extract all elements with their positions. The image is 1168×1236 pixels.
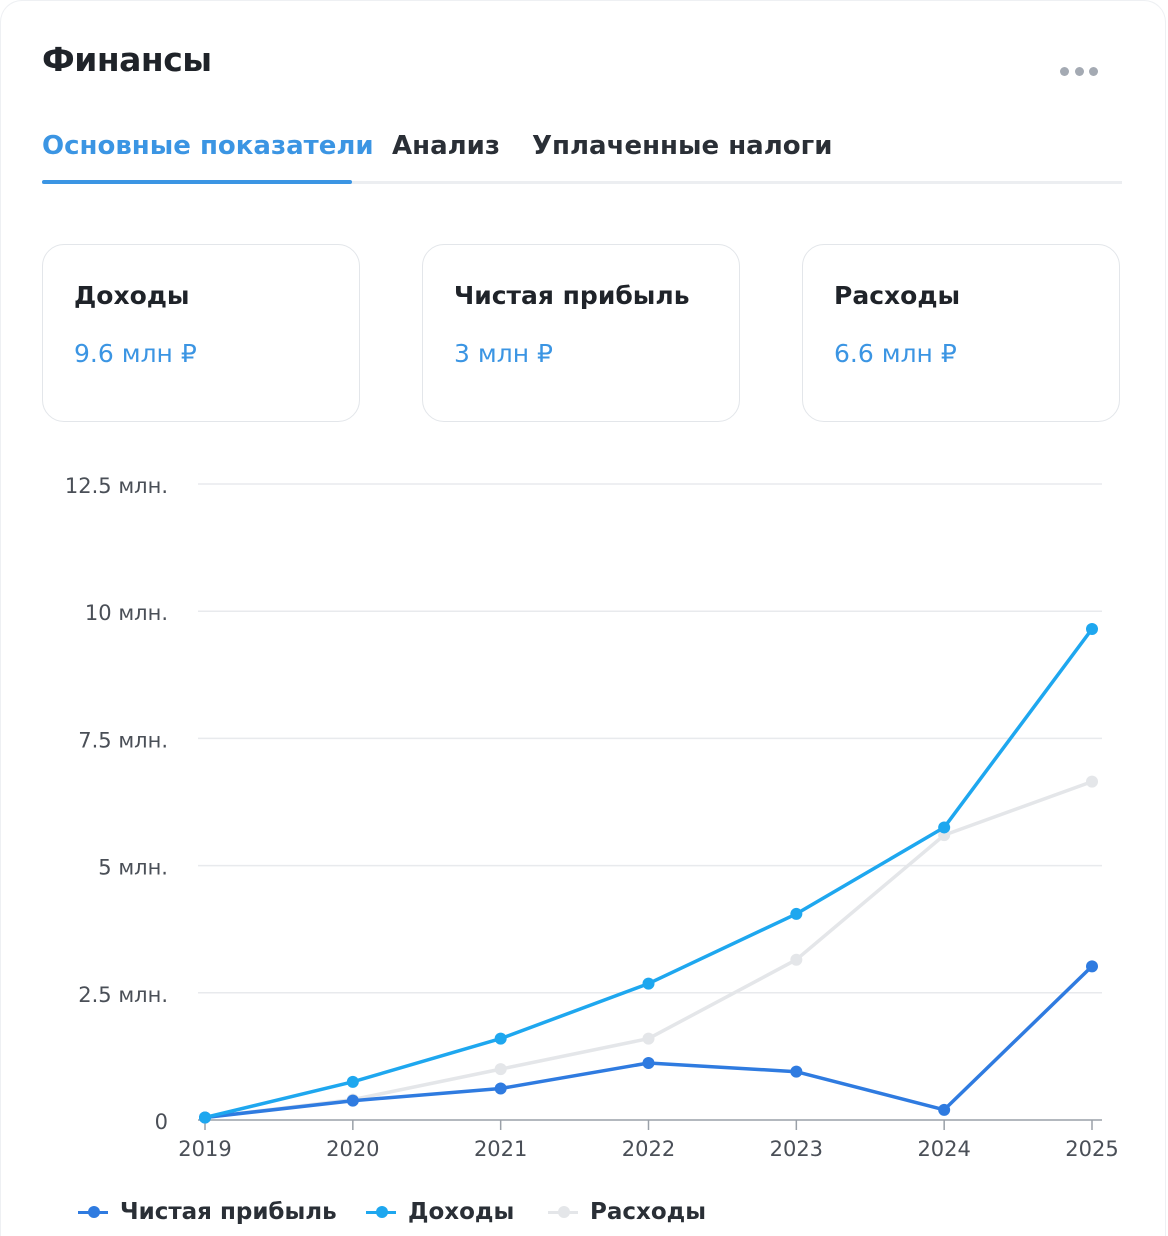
legend-swatch bbox=[366, 1205, 396, 1218]
summary-card-label: Чистая прибыль bbox=[454, 281, 690, 310]
data-point-income bbox=[199, 1111, 211, 1124]
data-point-expenses bbox=[790, 953, 803, 966]
summary-card-net-profit[interactable]: Чистая прибыль 3 млн ₽ bbox=[422, 244, 740, 422]
more-options-icon[interactable] bbox=[1060, 60, 1098, 82]
widget-title: Финансы bbox=[42, 40, 212, 79]
legend-label: Расходы bbox=[590, 1199, 707, 1225]
y-tick-label: 5 млн. bbox=[98, 856, 168, 880]
data-point-income bbox=[938, 821, 951, 834]
summary-card-value: 6.6 млн ₽ bbox=[834, 339, 957, 368]
summary-card-expenses[interactable]: Расходы 6.6 млн ₽ bbox=[802, 244, 1120, 422]
summary-card-value: 3 млн ₽ bbox=[454, 339, 553, 368]
x-tick-label: 2024 bbox=[917, 1137, 970, 1161]
x-tick-label: 2019 bbox=[178, 1137, 231, 1161]
y-tick-label: 12.5 млн. bbox=[65, 474, 168, 498]
legend-label: Чистая прибыль bbox=[120, 1199, 337, 1225]
summary-card-label: Расходы bbox=[834, 281, 961, 310]
data-point-net-profit bbox=[790, 1065, 803, 1078]
tab-main-indicators[interactable]: Основные показатели bbox=[42, 131, 374, 161]
legend-swatch bbox=[78, 1205, 108, 1218]
data-point-net-profit bbox=[642, 1057, 655, 1070]
data-point-income bbox=[1086, 623, 1098, 636]
y-tick-label: 7.5 млн. bbox=[78, 728, 168, 752]
data-point-income bbox=[790, 907, 803, 920]
data-point-income bbox=[346, 1075, 359, 1088]
x-tick-label: 2021 bbox=[474, 1137, 527, 1161]
finance-line-chart: 0 2.5 млн. 5 млн. 7.5 млн. 10 млн. 12.5 млн. 2… bbox=[65, 474, 1119, 1161]
x-tick-label: 2025 bbox=[1065, 1137, 1118, 1161]
tabs-divider bbox=[42, 181, 1122, 184]
summary-card-value: 9.6 млн ₽ bbox=[74, 339, 197, 368]
x-tick-label: 2023 bbox=[770, 1137, 823, 1161]
legend-swatch bbox=[548, 1205, 578, 1218]
data-point-expenses bbox=[642, 1032, 655, 1045]
legend-item-expenses[interactable]: Расходы bbox=[548, 1194, 706, 1230]
data-point-net-profit bbox=[1086, 960, 1098, 973]
data-point-income bbox=[494, 1032, 507, 1045]
data-point-net-profit bbox=[938, 1103, 951, 1116]
summary-card-income[interactable]: Доходы 9.6 млн ₽ bbox=[42, 244, 360, 422]
data-point-net-profit bbox=[346, 1094, 359, 1107]
y-tick-label: 10 млн. bbox=[85, 601, 168, 625]
x-tick-label: 2022 bbox=[622, 1137, 675, 1161]
active-tab-indicator bbox=[42, 180, 352, 184]
y-tick-label: 0 bbox=[155, 1110, 168, 1134]
legend-item-net-profit[interactable]: Чистая прибыль bbox=[78, 1194, 337, 1230]
data-point-net-profit bbox=[494, 1082, 507, 1095]
legend-label: Доходы bbox=[408, 1199, 515, 1225]
tab-analysis[interactable]: Анализ bbox=[392, 131, 500, 161]
x-tick-label: 2020 bbox=[326, 1137, 379, 1161]
legend-item-income[interactable]: Доходы bbox=[366, 1194, 514, 1230]
tab-paid-taxes[interactable]: Уплаченные налоги bbox=[532, 131, 833, 161]
data-point-income bbox=[642, 977, 655, 990]
data-point-expenses bbox=[494, 1063, 507, 1076]
summary-card-label: Доходы bbox=[74, 281, 190, 310]
y-tick-label: 2.5 млн. bbox=[78, 983, 168, 1007]
data-point-expenses bbox=[1086, 775, 1098, 788]
